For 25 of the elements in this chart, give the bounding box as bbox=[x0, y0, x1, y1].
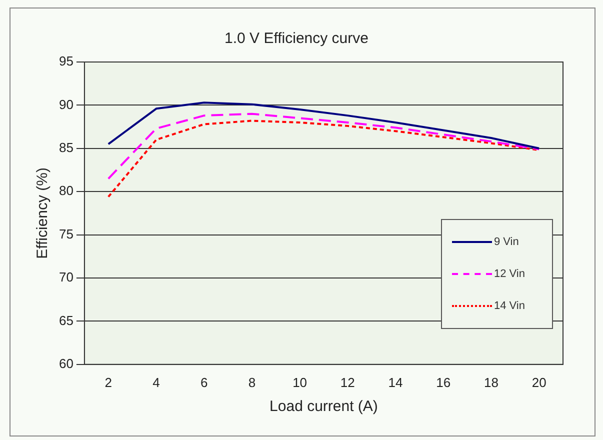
x-tick-label: 10 bbox=[292, 374, 308, 390]
x-tick-label: 12 bbox=[340, 374, 355, 390]
line-series bbox=[107, 112, 540, 180]
y-axis-title: Efficiency (%) bbox=[34, 167, 52, 259]
y-tick-label: 65 bbox=[58, 312, 74, 328]
x-tick-label: 8 bbox=[248, 374, 256, 390]
y-tick-label: 70 bbox=[58, 270, 74, 285]
x-tick-label: 6 bbox=[200, 374, 208, 390]
y-tick-label: 60 bbox=[58, 356, 74, 371]
x-tick-label: 16 bbox=[436, 374, 451, 390]
y-tick-label: 90 bbox=[58, 96, 74, 112]
legend-label: 14 Vin bbox=[494, 300, 525, 312]
chart-title: 1.0 V Efficiency curve bbox=[224, 30, 368, 48]
y-tick-label: 95 bbox=[58, 54, 74, 69]
x-tick-label: 20 bbox=[532, 374, 546, 390]
legend-label: 12 Vin bbox=[494, 268, 525, 280]
y-tick-label: 75 bbox=[58, 226, 74, 242]
y-tick-label: 80 bbox=[58, 183, 74, 198]
x-tick-label: 14 bbox=[388, 374, 403, 390]
legend-label: 9 Vin bbox=[494, 236, 519, 248]
x-tick-label: 4 bbox=[152, 374, 160, 390]
y-tick-label: 85 bbox=[58, 140, 74, 155]
x-tick-label: 2 bbox=[104, 374, 112, 390]
x-tick-label: 18 bbox=[484, 374, 498, 390]
x-axis-title: Load current (A) bbox=[270, 398, 378, 416]
